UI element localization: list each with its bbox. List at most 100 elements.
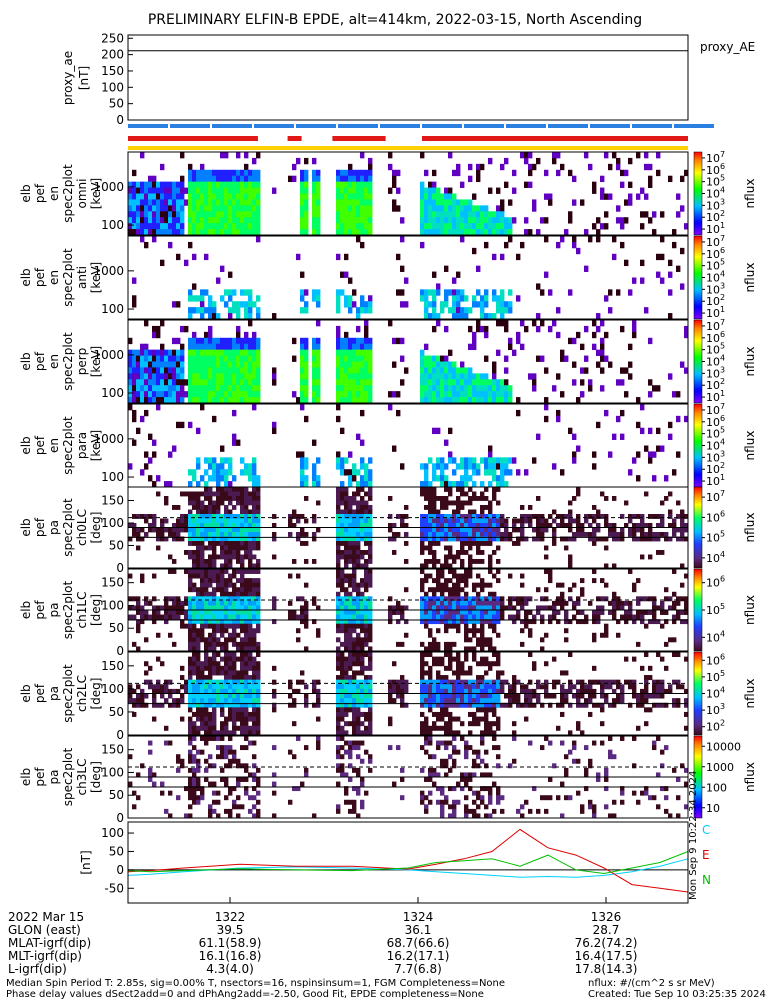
spectrogram-cell [192,541,197,546]
spectrogram-cell [188,205,193,212]
spectrogram-cell [428,181,433,188]
spectrogram-cell [472,587,477,593]
spectrogram-cell [452,481,457,488]
spectrogram-cell [156,205,161,212]
spectrogram-cell [360,457,365,464]
spectrogram-cell [316,199,321,206]
spectrogram-cell [336,661,341,667]
spectrogram-cell [344,559,349,564]
spectrogram-cell [228,693,233,699]
spectrogram-cell [200,550,205,555]
spectrogram-cell [228,487,233,492]
spectrogram-cell [424,229,429,236]
spectrogram-cell [244,509,249,515]
spectrogram-cell [156,211,161,218]
spectrogram-cell [200,628,205,634]
spectrogram-cell [204,688,209,694]
spectrogram-cell [420,391,425,398]
spectrogram-cell [356,721,361,727]
spectrogram-cell [336,514,341,519]
spectrogram-cell [356,702,361,708]
spectrogram-cell [156,229,161,236]
spectrogram-cell [220,337,225,345]
spectrogram-cell [128,223,133,230]
spectrogram-cell [208,646,213,652]
spectrogram-cell [208,307,213,314]
spectrogram-cell [420,514,425,519]
spectrogram-cell [560,469,565,476]
spectrogram-cell [452,211,457,218]
spectrogram-cell [344,578,349,584]
spectrogram-cell [204,721,209,727]
spectrogram-cell [240,652,245,658]
spectrogram-cell [368,725,373,731]
spectrogram-cell [232,187,237,194]
spectrogram-cell [504,481,509,488]
spectrogram-cell [220,385,225,392]
spectrogram-cell [244,675,249,681]
spectrogram-cell [316,628,321,634]
spectrogram-cell [540,536,545,542]
spectrogram-cell [196,596,201,602]
spectrogram-cell [232,545,237,551]
spectrogram-cell [428,628,433,634]
spectrogram-cell [228,307,233,314]
spectrogram-cell [304,181,309,188]
spectrogram-cell [232,536,237,542]
spectrogram-cell [216,641,221,647]
spectrogram-cell [368,187,373,194]
spectrogram-cell [356,711,361,717]
spectrogram-cell [232,716,237,722]
spectrogram-cell [232,523,237,528]
spectrogram-cell [564,523,569,528]
spectrogram-cell [368,205,373,212]
spectrogram-cell [644,596,649,602]
spectrogram-cell [480,229,485,236]
spectrogram-cell [428,367,433,374]
spectrogram-cell [504,157,509,165]
spectrogram-cell [448,223,453,230]
spectrogram-cell [444,355,449,362]
spectrogram-cell [212,628,217,634]
spectrogram-cell [428,646,433,652]
spectrogram-cell [348,591,353,597]
spectrogram-cell [484,373,489,380]
spectrogram-cell [360,578,365,584]
spectrogram-cell [192,514,197,519]
spectrogram-cell [460,481,465,488]
spectrogram-cell [224,475,229,482]
spectrogram-cell [340,596,345,602]
spectrogram-cell [192,661,197,667]
spectrogram-cell [180,217,185,224]
spectrogram-cell [180,397,185,404]
spectrogram-cell [548,289,553,296]
spectrogram-cell [616,619,621,625]
spectrogram-cell [240,487,245,492]
spectrogram-cell [144,181,149,188]
spectrogram-cell [604,496,609,501]
spectrogram-cell [216,491,221,497]
spectrogram-cell [472,716,477,722]
spectrogram-cell [360,367,365,374]
spectrogram-cell [464,211,469,218]
spectrogram-cell [248,693,253,699]
spectrogram-cell [192,652,197,658]
spectrogram-cell [424,367,429,374]
spectrogram-cell [200,313,205,320]
spectrogram-cell [340,518,345,524]
spectrogram-cell [248,563,253,569]
spectrogram-cell [420,532,425,537]
spectrogram-cell [612,610,617,615]
spectrogram-cell [196,550,201,555]
spectrogram-cell [136,229,141,236]
spectrogram-cell [500,391,505,398]
spectrogram-cell [440,619,445,625]
spectrogram-cell [244,730,249,736]
spectrogram-cell [400,698,405,704]
spectrogram-cell [448,487,453,492]
spectrogram-cell [664,610,669,615]
spectrogram-cell [404,541,409,546]
spectrogram-cell [232,707,237,713]
spectrogram-cell [244,725,249,731]
